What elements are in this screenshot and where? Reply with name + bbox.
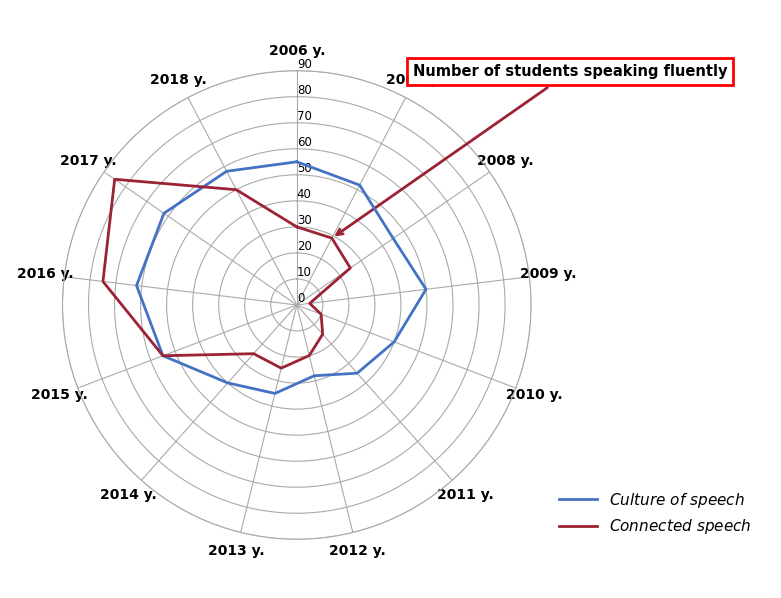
- Text: Number of students speaking fluently: Number of students speaking fluently: [337, 64, 727, 235]
- Legend: $\it{Culture\ of\ speech}$, $\it{Connected\ speech}$: $\it{Culture\ of\ speech}$, $\it{Connect…: [553, 484, 758, 542]
